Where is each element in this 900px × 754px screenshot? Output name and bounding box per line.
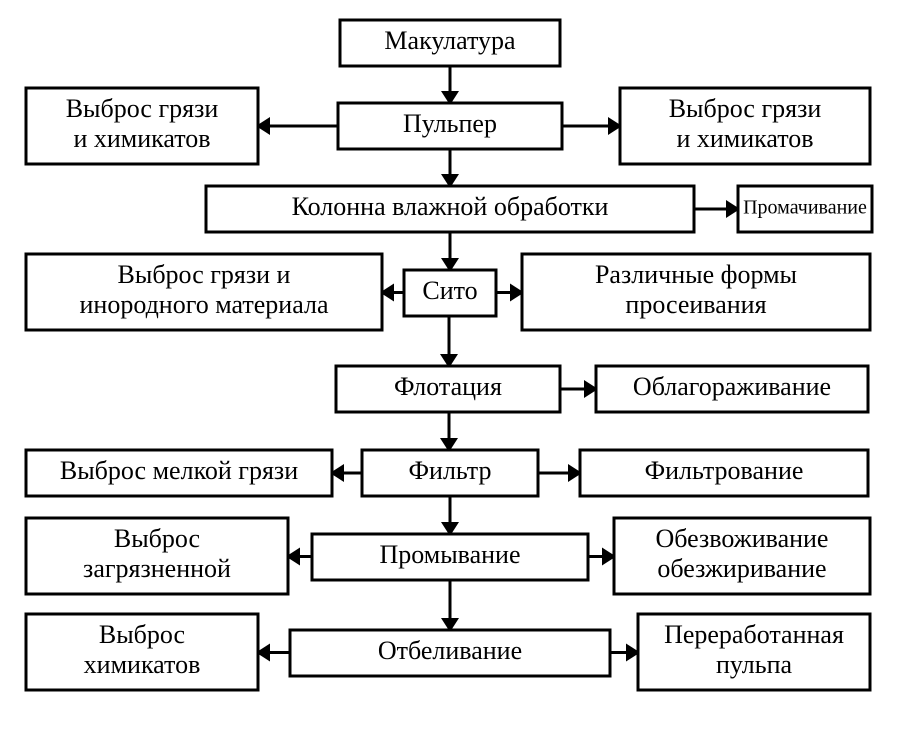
- node-n_sito: Сито: [404, 270, 496, 316]
- node-label: Выброс грязи: [669, 94, 822, 123]
- node-label: Фильтр: [409, 456, 492, 485]
- node-label: Колонна влажной обработки: [292, 192, 609, 221]
- node-n_waste_r1: Выброс грязии химикатов: [620, 88, 870, 164]
- node-label: Выброс грязи: [66, 94, 219, 123]
- node-label: Промачивание: [743, 197, 867, 219]
- node-label: Переработанная: [664, 620, 844, 649]
- node-n_mac: Макулатура: [340, 20, 560, 66]
- node-n_waste_l5: Выбросхимикатов: [26, 614, 258, 690]
- node-label: Пульпер: [403, 109, 497, 138]
- node-label: обезжиривание: [657, 554, 826, 583]
- node-label: Выброс: [99, 620, 185, 649]
- node-n_waste_l4: Выбросзагрязненной: [26, 518, 288, 594]
- node-label: и химикатов: [73, 124, 210, 153]
- node-n_pulper: Пульпер: [338, 103, 562, 149]
- node-label: Фильтрование: [645, 456, 804, 485]
- node-n_dewater: Обезвоживаниеобезжиривание: [614, 518, 870, 594]
- node-label: Флотация: [394, 372, 502, 401]
- node-n_filtration: Фильтрование: [580, 450, 868, 496]
- node-label: пульпа: [716, 650, 793, 679]
- node-n_filter: Фильтр: [362, 450, 538, 496]
- node-n_kolonna: Колонна влажной обработки: [206, 186, 694, 232]
- node-label: просеивания: [625, 290, 766, 319]
- node-label: Выброс мелкой грязи: [60, 456, 298, 485]
- node-label: Обезвоживание: [656, 524, 829, 553]
- node-n_oblag: Облагораживание: [596, 366, 868, 412]
- node-label: Отбеливание: [378, 636, 522, 665]
- flowchart-canvas: МакулатураПульперВыброс грязии химикатов…: [0, 0, 900, 754]
- node-n_promach: Промачивание: [738, 186, 872, 232]
- node-n_forms: Различные формыпросеивания: [522, 254, 870, 330]
- node-label: Сито: [422, 276, 477, 305]
- node-n_waste_l3: Выброс мелкой грязи: [26, 450, 332, 496]
- node-label: и химикатов: [676, 124, 813, 153]
- node-n_waste_l1: Выброс грязии химикатов: [26, 88, 258, 164]
- node-label: Промывание: [379, 540, 520, 569]
- node-label: Различные формы: [595, 260, 797, 289]
- node-label: Выброс: [114, 524, 200, 553]
- node-n_bleach: Отбеливание: [290, 630, 610, 676]
- node-label: Облагораживание: [633, 372, 831, 401]
- node-n_wash: Промывание: [312, 534, 588, 580]
- node-label: загрязненной: [83, 554, 231, 583]
- node-n_pulp: Переработаннаяпульпа: [638, 614, 870, 690]
- node-n_waste_l2: Выброс грязи иинородного материала: [26, 254, 382, 330]
- node-label: Выброс грязи и: [118, 260, 291, 289]
- node-n_flot: Флотация: [336, 366, 560, 412]
- node-label: Макулатура: [384, 26, 516, 55]
- node-label: инородного материала: [80, 290, 329, 319]
- node-label: химикатов: [84, 650, 201, 679]
